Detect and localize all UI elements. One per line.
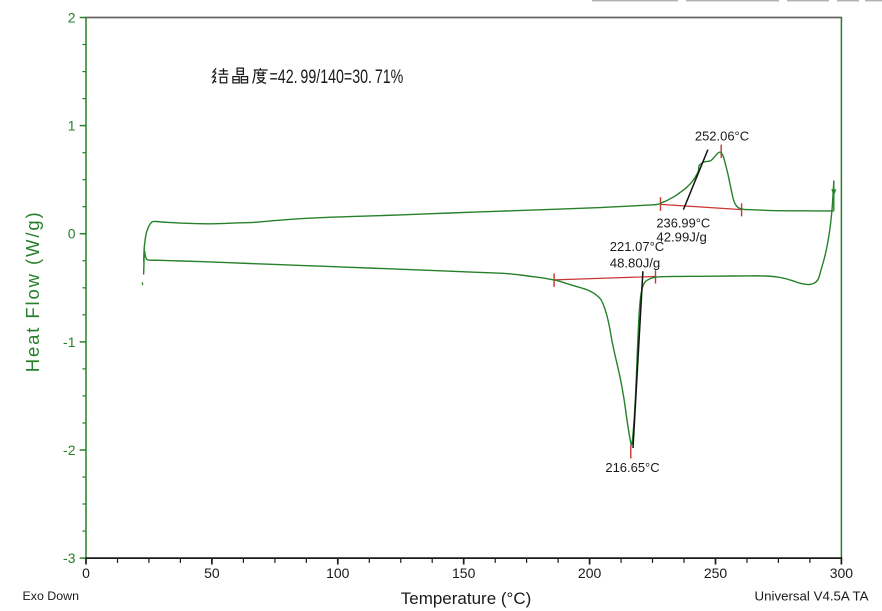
- svg-text:150: 150: [452, 565, 476, 581]
- svg-text:-3: -3: [63, 550, 76, 566]
- svg-text:1: 1: [68, 118, 76, 134]
- svg-text:252.06°C: 252.06°C: [695, 128, 749, 143]
- svg-text:48.80J/g: 48.80J/g: [610, 255, 661, 270]
- svg-text:221.07°C: 221.07°C: [610, 239, 664, 254]
- svg-text:-2: -2: [63, 442, 76, 458]
- svg-text:Heat Flow (W/g): Heat Flow (W/g): [22, 212, 43, 372]
- svg-text:0: 0: [68, 226, 76, 242]
- svg-text:100: 100: [326, 565, 350, 581]
- svg-text:200: 200: [578, 565, 602, 581]
- svg-text:216.65°C: 216.65°C: [605, 460, 659, 475]
- svg-text:236.99°C: 236.99°C: [656, 216, 710, 231]
- svg-text:Temperature (°C): Temperature (°C): [401, 590, 532, 608]
- svg-text:42.99J/g: 42.99J/g: [656, 230, 706, 245]
- svg-text:Exo Down: Exo Down: [23, 589, 80, 603]
- svg-text:0: 0: [82, 565, 90, 581]
- svg-text:250: 250: [704, 565, 728, 581]
- svg-text:300: 300: [830, 565, 854, 581]
- svg-text:Universal V4.5A TA: Universal V4.5A TA: [755, 590, 870, 604]
- svg-text:=42. 99/140=30. 71%: =42. 99/140=30. 71%: [270, 67, 404, 88]
- svg-text:50: 50: [204, 565, 220, 581]
- svg-text:2: 2: [68, 10, 76, 26]
- svg-text:-1: -1: [63, 334, 76, 350]
